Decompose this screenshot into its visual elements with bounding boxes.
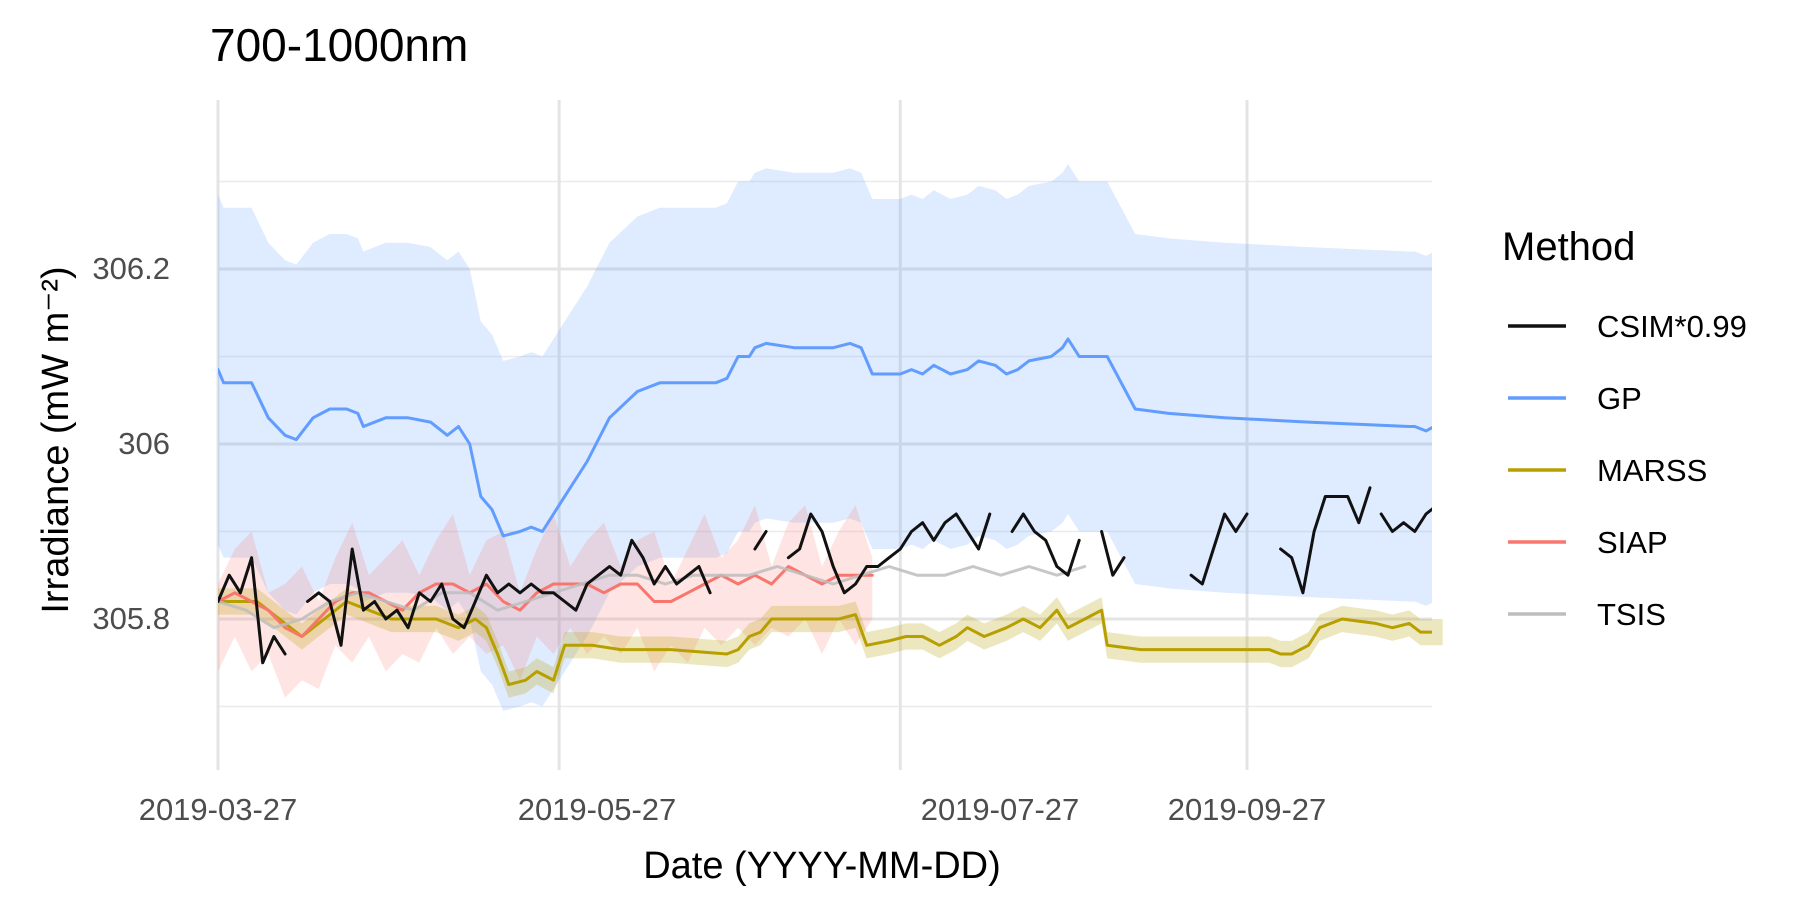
legend: Method CSIM*0.99 GP MARSS SIAP TSIS — [1502, 225, 1747, 632]
x-tick-label: 2019-03-27 — [139, 792, 298, 827]
gp-band — [218, 164, 1432, 711]
y-tick-label: 305.8 — [92, 601, 170, 636]
marss-band — [218, 588, 1443, 698]
x-tick-label: 2019-05-27 — [518, 792, 677, 827]
legend-label-tsis: TSIS — [1597, 597, 1666, 632]
legend-title: Method — [1502, 225, 1635, 269]
series-line-csim-0-99 — [218, 486, 1432, 665]
chart-title: 700-1000nm — [210, 19, 468, 71]
legend-label-marss: MARSS — [1597, 453, 1707, 488]
series-line-siap — [218, 565, 874, 638]
x-tick-label: 2019-07-27 — [921, 792, 1080, 827]
series-line-gp — [218, 337, 1432, 538]
legend-label-csim-0-99: CSIM*0.99 — [1597, 309, 1747, 344]
legend-label-gp: GP — [1597, 381, 1642, 416]
y-tick-label: 306 — [118, 426, 170, 461]
y-axis: 305.8 306 306.2 — [92, 251, 170, 636]
x-axis-title: Date (YYYY-MM-DD) — [643, 845, 1001, 887]
y-axis-title: Irradiance (mW m⁻²) — [35, 266, 77, 613]
x-axis: 2019-03-27 2019-05-27 2019-07-27 2019-09… — [139, 792, 1327, 827]
siap-band — [218, 505, 873, 698]
legend-label-siap: SIAP — [1597, 525, 1668, 560]
y-tick-label: 306.2 — [92, 251, 170, 286]
x-tick-label: 2019-09-27 — [1168, 792, 1327, 827]
plot-panel — [218, 100, 1432, 770]
uncertainty-bands — [218, 164, 1443, 711]
grid — [216, 100, 1432, 770]
series-line-marss — [218, 600, 1432, 687]
series-lines — [218, 337, 1432, 687]
